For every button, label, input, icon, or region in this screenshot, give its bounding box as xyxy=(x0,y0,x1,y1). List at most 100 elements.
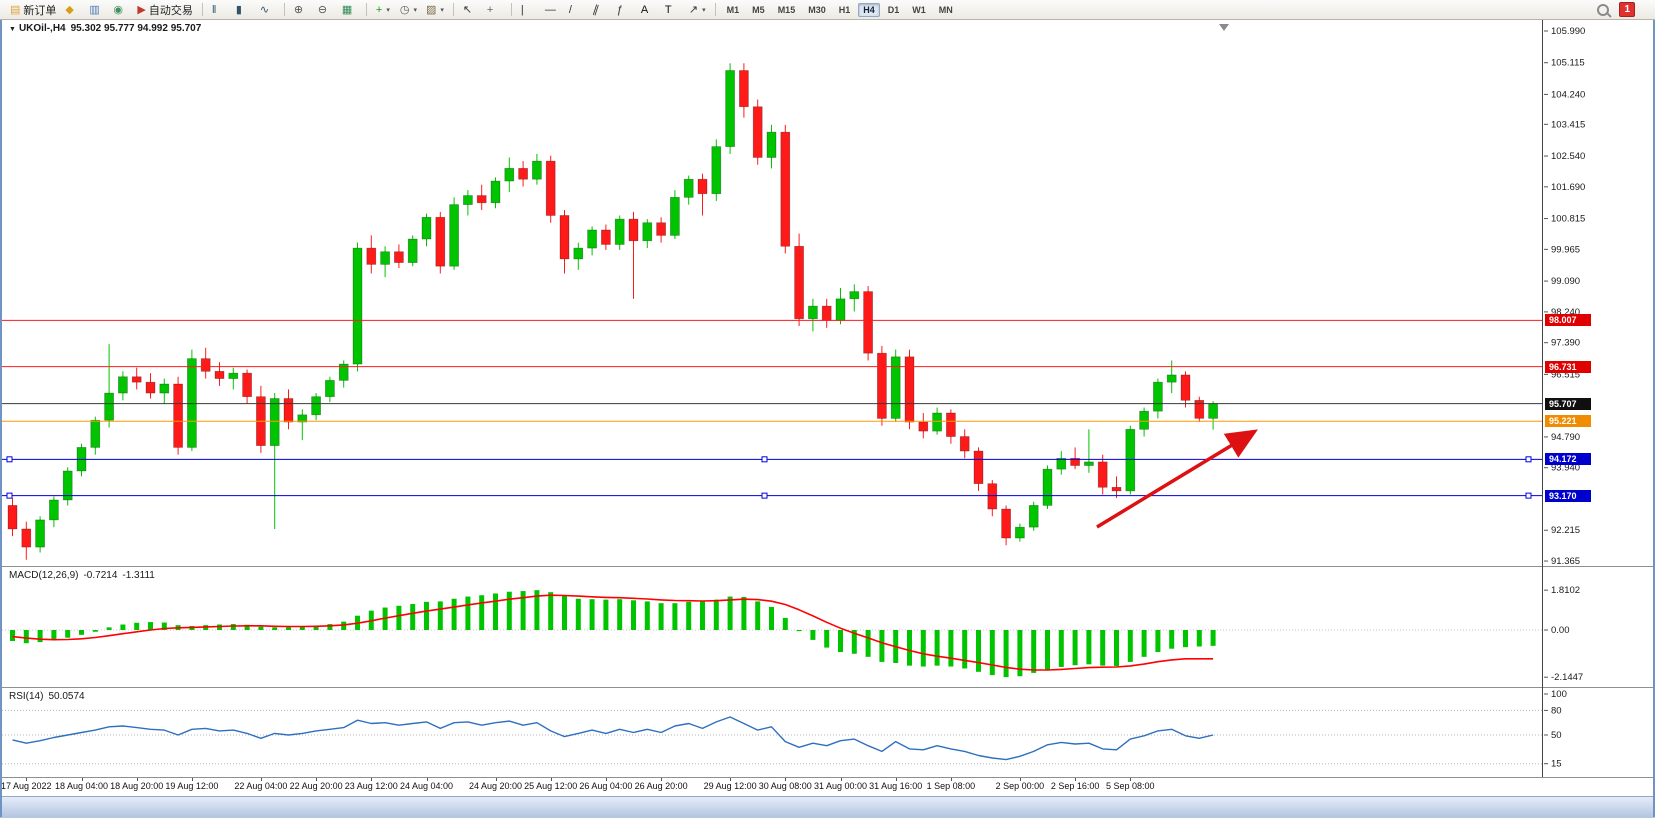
rsi-value: 50.0574 xyxy=(48,691,85,702)
toolbar: ▤ 新订单 ◆ ▥ ◉ ▶ 自动交易 ‖ ▮ ∿ ⊕ ⊖ ▦ + ▾ ◷ ▾ ▨ ▾ ↖ + | — / ∥ ƒ A T ↗ ▾ M1 M5 M… xyxy=(0,0,1655,20)
toolbar-groups: ▤ 新订单 ◆ ▥ ◉ ▶ 自动交易 ‖ ▮ ∿ ⊕ ⊖ ▦ + ▾ ◷ ▾ ▨ ▾ ↖ + | — / ∥ ƒ A T ↗ ▾ M1 M5 M… xyxy=(6,1,959,19)
price-axis-label: 105.115 xyxy=(1551,58,1585,69)
timeframe-button-M1[interactable]: M1 xyxy=(726,4,740,15)
text-tool-button[interactable]: A xyxy=(637,1,660,19)
time-tick xyxy=(1075,778,1077,781)
symbol-ohlc-label: ▼ UKOil-,H4 95.302 95.777 94.992 95.707 xyxy=(9,23,201,34)
arrows-tool-icon: ↗ xyxy=(688,3,699,16)
horizontal-line-button[interactable]: — xyxy=(541,1,564,19)
time-axis-label: 25 Aug 12:00 xyxy=(524,781,578,791)
label-tool-icon: T xyxy=(664,3,672,16)
timeframe-button-MN[interactable]: MN xyxy=(938,4,953,15)
line-handle[interactable] xyxy=(6,456,13,463)
macd-axis-label: 0.00 xyxy=(1551,625,1570,636)
fibonacci-button[interactable]: ƒ xyxy=(613,1,636,19)
chart-marker-icon: ▼ xyxy=(9,26,16,33)
candlestick-type-button[interactable]: ▮ xyxy=(232,1,255,19)
time-axis-label: 26 Aug 04:00 xyxy=(579,781,633,791)
price-axis-label: 97.390 xyxy=(1551,338,1580,349)
add-indicator-button[interactable]: + ▾ xyxy=(372,1,395,19)
time-axis-label: 18 Aug 20:00 xyxy=(110,781,164,791)
zoom-in-button[interactable]: ⊕ xyxy=(290,1,313,19)
search-icon[interactable] xyxy=(1597,3,1610,16)
timeframe-button-M15[interactable]: M15 xyxy=(777,4,796,15)
autotrade-button[interactable]: ▶ 自动交易 xyxy=(133,1,196,19)
rsi-chart-canvas[interactable]: 100 80 50 15 xyxy=(2,688,1653,777)
line-chart-type-button[interactable]: ∿ xyxy=(256,1,279,19)
label-tool-button[interactable]: T xyxy=(661,1,684,19)
timeframe-button-M5[interactable]: M5 xyxy=(752,4,765,15)
vertical-line-button[interactable]: | xyxy=(517,1,540,19)
pane-separator-3[interactable] xyxy=(2,777,1653,778)
bar-chart-type-button[interactable]: ‖ xyxy=(208,1,231,19)
line-handle[interactable] xyxy=(1525,456,1532,463)
macd-axis-label: -2.1447 xyxy=(1551,672,1583,683)
crosshair-button[interactable]: + xyxy=(483,1,506,19)
cursor-button[interactable]: ↖ xyxy=(459,1,482,19)
periods-button[interactable]: ◷ ▾ xyxy=(396,1,421,19)
macd-label: MACD(12,26,9) -0.7214 -1.3111 xyxy=(9,570,155,581)
autotrade-button-label: 自动交易 xyxy=(148,4,193,17)
line-handle[interactable] xyxy=(1525,492,1532,499)
window-right-border xyxy=(1653,0,1655,817)
time-tick xyxy=(550,778,552,781)
price-axis-label: 91.365 xyxy=(1551,556,1580,566)
price-pane[interactable]: ▼ UKOil-,H4 95.302 95.777 94.992 95.707 10… xyxy=(2,20,1653,566)
price-axis-label: 105.990 xyxy=(1551,26,1585,37)
navigator-button[interactable]: ◉ xyxy=(109,1,132,19)
macd-chart-canvas[interactable]: 1.8102 0.00 -2.1447 xyxy=(2,567,1653,687)
timeframe-button-D1[interactable]: D1 xyxy=(887,4,900,15)
price-axis-label: 103.415 xyxy=(1551,119,1585,130)
tile-windows-button[interactable]: ▦ xyxy=(338,1,361,19)
timeframe-button-M30[interactable]: M30 xyxy=(808,4,826,15)
new-order-button[interactable]: ▤ 新订单 xyxy=(6,1,60,19)
line-handle[interactable] xyxy=(6,492,13,499)
price-axis-label: 104.240 xyxy=(1551,89,1585,100)
time-axis-label: 5 Sep 08:00 xyxy=(1106,781,1155,791)
line-handle[interactable] xyxy=(761,492,768,499)
time-axis[interactable]: 17 Aug 2022 18 Aug 04:00 18 Aug 20:00 19 Au… xyxy=(1,778,1653,795)
price-scale-divider[interactable] xyxy=(1542,20,1543,777)
trendline-button[interactable]: / xyxy=(565,1,588,19)
price-tag-93.170: 93.170 xyxy=(1545,489,1591,502)
macd-axis-label: 1.8102 xyxy=(1551,585,1580,596)
macd-signal-value: -1.3111 xyxy=(122,570,155,581)
zoom-out-icon: ⊖ xyxy=(317,3,328,16)
rsi-axis-label: 80 xyxy=(1551,705,1562,716)
navigator-icon: ◉ xyxy=(113,3,124,16)
rsi-pane[interactable]: RSI(14) 50.0574 100 80 50 15 xyxy=(2,688,1653,777)
pane-separator-1[interactable] xyxy=(2,566,1653,567)
time-axis-label: 2 Sep 16:00 xyxy=(1050,781,1100,791)
timeframe-button-W1[interactable]: W1 xyxy=(912,4,926,15)
rsi-axis-label: 15 xyxy=(1551,759,1562,770)
macd-pane[interactable]: MACD(12,26,9) -0.7214 -1.3111 1.8102 0.00 -2… xyxy=(2,567,1653,687)
toolbar-separator xyxy=(201,3,203,16)
timeframe-button-H4[interactable]: H4 xyxy=(858,2,880,17)
horizontal-line-icon: — xyxy=(544,3,556,16)
macd-main-value: -0.7214 xyxy=(83,570,118,581)
add-indicator-icon: + xyxy=(375,3,383,16)
chart-shift-marker-icon[interactable] xyxy=(1219,24,1229,31)
price-axis-label: 100.815 xyxy=(1551,214,1585,225)
arrows-tool-button[interactable]: ↗ ▾ xyxy=(685,1,710,19)
line-handle[interactable] xyxy=(761,456,768,463)
price-tag-94.172: 94.172 xyxy=(1545,453,1591,466)
rsi-line xyxy=(12,716,1214,761)
channel-button[interactable]: ∥ xyxy=(589,1,612,19)
data-window-button[interactable]: ▥ xyxy=(85,1,108,19)
time-tick xyxy=(260,778,262,781)
templates-button[interactable]: ▨ ▾ xyxy=(422,1,448,19)
pane-separator-2[interactable] xyxy=(2,687,1653,688)
notification-badge[interactable]: 1 xyxy=(1619,2,1635,17)
line-chart-type-icon: ∿ xyxy=(259,3,270,16)
macd-name: MACD(12,26,9) xyxy=(9,570,79,581)
window-bottom-edge xyxy=(0,796,1655,818)
toolbar-separator xyxy=(510,3,512,16)
time-axis-label: 19 Aug 12:00 xyxy=(165,781,219,791)
timeframe-button-H1[interactable]: H1 xyxy=(838,4,851,15)
bar-chart-type-icon: ‖ xyxy=(211,3,217,16)
price-chart-canvas[interactable]: 105.990 105.115 104.240 103.415 102.540 101.6… xyxy=(2,20,1653,566)
zoom-out-button[interactable]: ⊖ xyxy=(314,1,337,19)
market-watch-button[interactable]: ◆ xyxy=(61,1,84,19)
trend-arrow-annotation[interactable] xyxy=(1096,429,1258,529)
